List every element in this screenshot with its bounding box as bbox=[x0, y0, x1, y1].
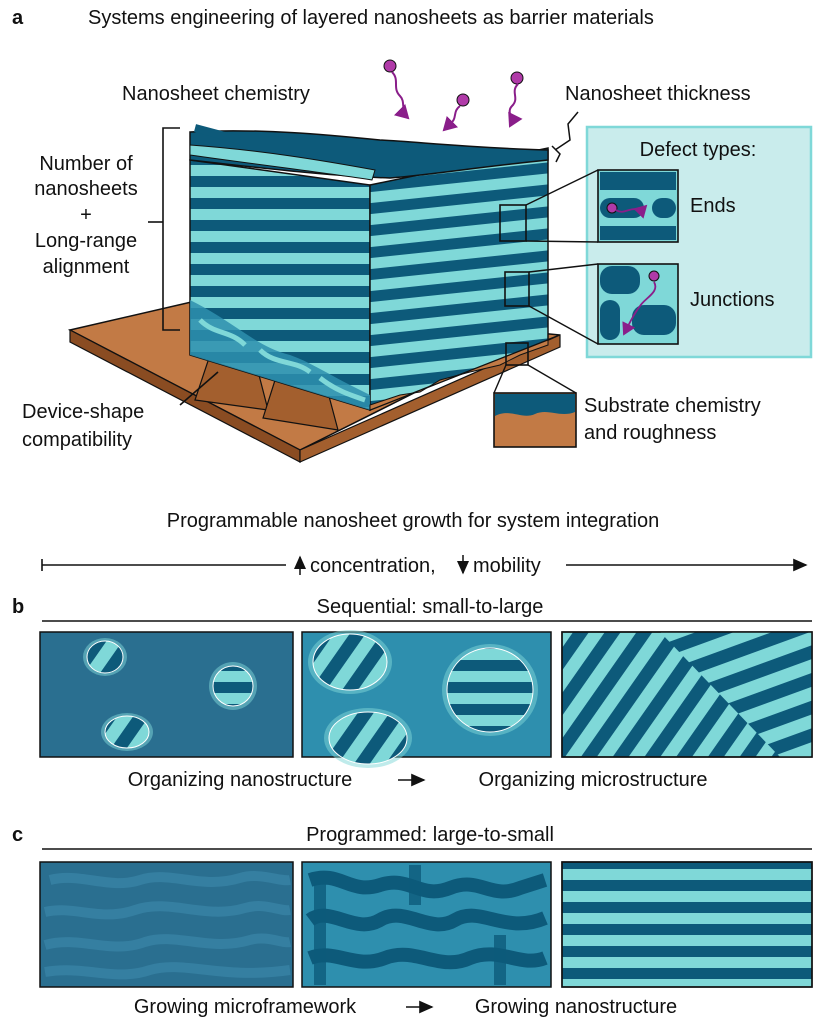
panel-c-image-2 bbox=[301, 861, 552, 988]
panel-a-title: Systems engineering of layered nanosheet… bbox=[88, 7, 654, 29]
number-label-4: Long-range bbox=[35, 230, 137, 252]
panel-b-heading: Sequential: small-to-large bbox=[317, 596, 544, 618]
panel-c-heading: Programmed: large-to-small bbox=[306, 824, 554, 846]
panel-b-caption-right: Organizing microstructure bbox=[479, 769, 708, 791]
ends-marker bbox=[499, 204, 527, 242]
panel-c-image-1 bbox=[39, 861, 294, 988]
substrate-label-2: and roughness bbox=[584, 422, 716, 444]
panel-a-letter: a bbox=[12, 7, 24, 29]
number-label-5: alignment bbox=[43, 256, 130, 278]
panel-b-image-2 bbox=[301, 630, 552, 768]
nanosheet-stack bbox=[189, 124, 549, 412]
number-label-1: Number of bbox=[39, 153, 133, 175]
device-shape-label-1: Device-shape bbox=[22, 401, 144, 423]
panel-b-caption-left: Organizing nanostructure bbox=[128, 769, 353, 791]
panel-b-letter: b bbox=[12, 596, 24, 618]
defect-types-box: Defect types: Ends Junctions bbox=[585, 125, 813, 359]
growth-axis: concentration, mobility bbox=[41, 555, 808, 577]
nanosheet-chemistry-label: Nanosheet chemistry bbox=[122, 83, 310, 105]
substrate-marker bbox=[505, 342, 529, 366]
number-label-3: + bbox=[80, 204, 92, 226]
middle-title: Programmable nanosheet growth for system… bbox=[167, 510, 659, 532]
thickness-bracket bbox=[551, 111, 579, 163]
substrate-inset: Substrate chemistry and roughness bbox=[493, 392, 761, 448]
panel-b-image-3 bbox=[561, 631, 813, 758]
nanosheet-thickness-label: Nanosheet thickness bbox=[565, 83, 751, 105]
panel-c-caption-right: Growing nanostructure bbox=[475, 996, 677, 1018]
mobility-label: mobility bbox=[473, 555, 541, 577]
junctions-label: Junctions bbox=[690, 289, 775, 311]
permeant-molecules bbox=[383, 59, 524, 132]
panel-c-caption-left: Growing microframework bbox=[134, 996, 357, 1018]
number-bracket bbox=[162, 127, 180, 331]
junctions-marker bbox=[504, 271, 530, 307]
substrate-label-1: Substrate chemistry bbox=[584, 395, 761, 417]
panel-c-image-3 bbox=[561, 861, 813, 988]
panel-b-image-1 bbox=[39, 631, 294, 758]
ends-label: Ends bbox=[690, 195, 736, 217]
defect-types-title: Defect types: bbox=[640, 139, 757, 161]
device-shape-label-2: compatibility bbox=[22, 429, 132, 451]
panel-c-letter: c bbox=[12, 824, 23, 846]
concentration-label: concentration, bbox=[310, 555, 436, 577]
number-label-2: nanosheets bbox=[34, 178, 137, 200]
